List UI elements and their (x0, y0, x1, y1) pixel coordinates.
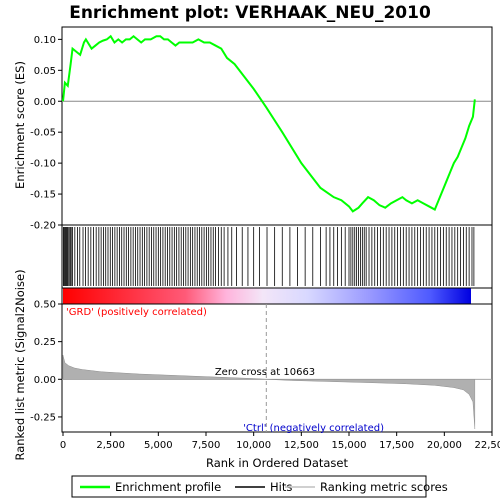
es-y-ticks: -0.20 -0.15 -0.10 -0.05 0.00 0.05 0.10 (30, 35, 62, 232)
metric-y-tick-label: 0.00 (34, 375, 56, 386)
metric-area (62, 355, 476, 430)
es-y-tick-label: -0.05 (30, 128, 56, 139)
x-ticks: 0 2,500 5,000 7,500 10,000 12,500 15,000 17,500… (60, 432, 500, 451)
x-axis-label: Rank in Ordered Dataset (206, 456, 349, 470)
rank-color-bar (63, 288, 471, 304)
x-tick-label: 7,500 (192, 440, 221, 451)
es-y-tick-label: -0.20 (30, 221, 56, 232)
es-y-tick-label: 0.10 (34, 35, 56, 46)
es-y-tick-label: -0.10 (30, 159, 56, 170)
es-y-tick-label: 0.05 (34, 66, 56, 77)
es-series-line (62, 34, 476, 213)
metric-y-axis-label: Ranked list metric (Signal2Noise) (13, 269, 27, 460)
chart-title: Enrichment plot: VERHAAK_NEU_2010 (69, 3, 431, 23)
es-y-tick-label: 0.00 (34, 97, 56, 108)
x-tick-label: 20,000 (427, 440, 462, 451)
es-y-axis-label: Enrichment score (ES) (13, 61, 27, 189)
zero-cross-label: Zero cross at 10663 (215, 367, 315, 378)
legend-hits-label: Hits (270, 480, 292, 494)
x-tick-label: 5,000 (144, 440, 173, 451)
metric-y-tick-label: 0.50 (34, 300, 56, 311)
metric-panel (61, 303, 493, 433)
es-y-tick-label: -0.15 (30, 190, 56, 201)
x-tick-label: 2,500 (96, 440, 125, 451)
x-tick-label: 10,000 (236, 440, 271, 451)
x-tick-label: 0 (60, 440, 66, 451)
x-tick-label: 12,500 (284, 440, 319, 451)
es-panel (61, 26, 493, 226)
metric-y-tick-label: 0.25 (34, 337, 56, 348)
legend-metric-label: Ranking metric scores (320, 480, 448, 494)
x-tick-label: 22,500 (475, 440, 500, 451)
positive-correlation-label: 'GRD' (positively correlated) (66, 307, 207, 318)
negative-correlation-label: 'Ctrl' (negatively correlated) (243, 423, 384, 434)
hit-marks (62, 227, 475, 286)
metric-y-tick-label: -0.25 (30, 412, 56, 423)
legend-profile-label: Enrichment profile (115, 480, 221, 494)
x-tick-label: 17,500 (379, 440, 414, 451)
x-tick-label: 15,000 (332, 440, 367, 451)
